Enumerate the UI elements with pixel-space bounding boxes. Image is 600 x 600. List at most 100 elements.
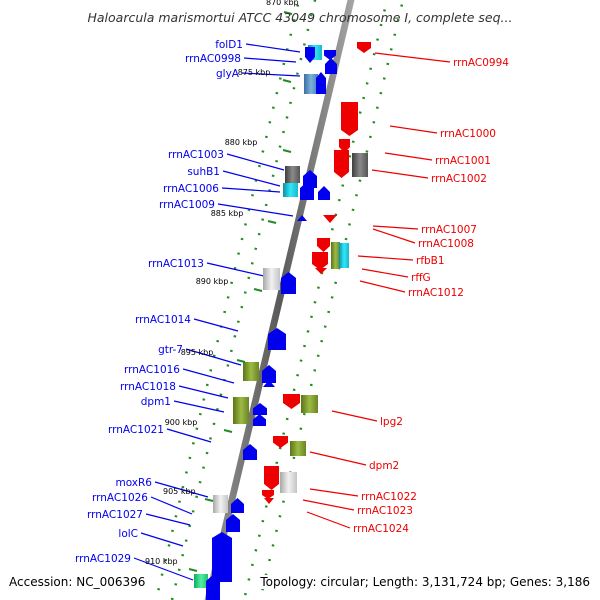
reverse-gene-label-5: rrnAC1008: [418, 238, 474, 250]
reverse-gene-label-8: rrnAC1012: [408, 287, 464, 299]
forward-leader-17: [140, 532, 184, 547]
gene-rrnAC1029-arrow: [206, 575, 220, 600]
forward-leader-16: [145, 513, 191, 526]
scale-tick-label-2: 880 kbp: [225, 138, 258, 147]
gene-rrnAC1001-b: [334, 150, 349, 178]
gene-moxR6-arrow: [231, 498, 244, 513]
gene-rrnAC1018-arrow: [253, 403, 267, 415]
forward-gene-label-17: lolC: [118, 528, 138, 540]
forward-gene-label-0: folD1: [215, 39, 243, 51]
forward-leader-13: [166, 428, 212, 443]
dotted-track-1: [154, 0, 301, 600]
forward-gene-label-11: rrnAC1018: [120, 381, 176, 393]
gene-rrnAC1014: [268, 328, 286, 350]
forward-gene-label-8: rrnAC1014: [135, 314, 191, 326]
gene-rrnAC0998: [324, 50, 336, 60]
map-title: Haloarcula marismortui ATCC 43049 chromo…: [87, 10, 513, 25]
gene-dpm1-b: [233, 411, 249, 424]
forward-gene-label-13: rrnAC1021: [108, 424, 164, 436]
gene-rrnAC1008: [317, 238, 330, 252]
gene-lpg2: [283, 394, 300, 409]
reverse-gene-label-3: rrnAC1002: [431, 173, 487, 185]
reverse-gene-label-11: rrnAC1022: [361, 491, 417, 503]
gene-rrnAC1006-b: [318, 186, 330, 200]
gene-rrnAC1006-arrow: [300, 182, 314, 200]
forward-leader-12: [173, 400, 225, 413]
scale-tick-4: [253, 288, 263, 292]
scale-tick-1: [282, 79, 292, 83]
scale-tick-5: [236, 359, 246, 363]
scale-tick-label-8: 910 kbp: [145, 557, 178, 566]
forward-gene-label-3: rrnAC1003: [168, 149, 224, 161]
reverse-leader-0: [374, 52, 451, 63]
reverse-gene-label-0: rrnAC0994: [453, 57, 509, 69]
gene-lpg2-body: [301, 395, 318, 413]
gene-rrnAC1018: [263, 380, 275, 387]
gene-glyA-head: [316, 72, 326, 94]
gene-rrnAC0994: [357, 42, 371, 53]
gene-rrnAC1022-body: [280, 472, 297, 493]
scale-tick-label-6: 900 kbp: [165, 418, 198, 427]
gene-rrnAC1000: [341, 102, 358, 136]
reverse-gene-label-13: rrnAC1024: [353, 523, 409, 535]
reverse-leader-13: [306, 511, 351, 529]
forward-leader-10: [182, 368, 235, 384]
forward-leader-1: [243, 57, 297, 63]
scale-tick-label-4: 890 kbp: [196, 277, 229, 286]
gene-dpm2: [273, 436, 288, 448]
gene-folD1-arrow: [305, 47, 315, 63]
gene-rrnAC1001: [339, 139, 350, 153]
forward-leader-3: [226, 153, 285, 171]
scale-tick-8: [188, 568, 198, 572]
forward-gene-label-5: rrnAC1006: [163, 183, 219, 195]
reverse-leader-10: [309, 451, 367, 466]
gene-rrnAC1021: [243, 444, 257, 460]
chromosome-axis: [204, 0, 355, 600]
forward-leader-6: [217, 203, 294, 217]
forward-leader-4: [222, 170, 281, 187]
gene-gtr-7: [243, 362, 259, 381]
forward-leader-0: [245, 43, 301, 53]
dotted-track-4: [258, 0, 405, 600]
accession-text: Accession: NC_006396: [9, 575, 146, 589]
gene-lolC: [212, 532, 232, 582]
reverse-gene-label-1: rrnAC1000: [440, 128, 496, 140]
gene-rrnAC1024: [264, 498, 274, 504]
dotted-track-3: [242, 0, 389, 600]
gene-rrnAC1012: [312, 252, 328, 270]
gene-rrnAC1007: [323, 215, 337, 223]
forward-leader-9: [185, 348, 242, 366]
reverse-gene-label-9: lpg2: [380, 416, 403, 428]
forward-gene-label-12: dpm1: [141, 396, 171, 408]
scale-tick-label-1: 875 kbp: [238, 68, 271, 77]
forward-gene-label-2: glyA: [216, 68, 240, 80]
reverse-gene-label-6: rfbB1: [416, 255, 445, 267]
reverse-leader-1: [389, 125, 438, 134]
forward-leader-14: [154, 481, 209, 498]
scale-tick-label-3: 885 kbp: [211, 209, 244, 218]
reverse-gene-label-4: rrnAC1007: [421, 224, 477, 236]
gene-rrnAC1016: [262, 365, 276, 383]
gene-rffG: [339, 243, 349, 268]
reverse-leader-7: [361, 268, 409, 278]
forward-gene-label-14: moxR6: [115, 477, 152, 489]
reverse-gene-label-12: rrnAC1023: [357, 505, 413, 517]
forward-gene-label-1: rrnAC0998: [185, 53, 241, 65]
gene-rrnAC1023: [262, 490, 274, 499]
gene-rrnAC1013: [263, 268, 280, 290]
reverse-leader-8: [359, 280, 406, 293]
gene-rrnAC1029: [194, 574, 208, 588]
gene-dpm1: [233, 397, 249, 411]
reverse-gene-label-10: dpm2: [369, 460, 399, 472]
forward-leader-2: [241, 72, 301, 77]
reverse-leader-3: [371, 169, 429, 179]
scale-tick-6: [223, 429, 233, 433]
genome-summary-text: Topology: circular; Length: 3,131,724 bp…: [260, 575, 590, 589]
forward-gene-label-18: rrnAC1029: [75, 553, 131, 565]
gene-dpm1-arrow: [253, 414, 266, 426]
forward-gene-label-9: gtr-7: [158, 344, 183, 356]
forward-leader-11: [178, 385, 229, 399]
forward-gene-label-6: rrnAC1009: [159, 199, 215, 211]
